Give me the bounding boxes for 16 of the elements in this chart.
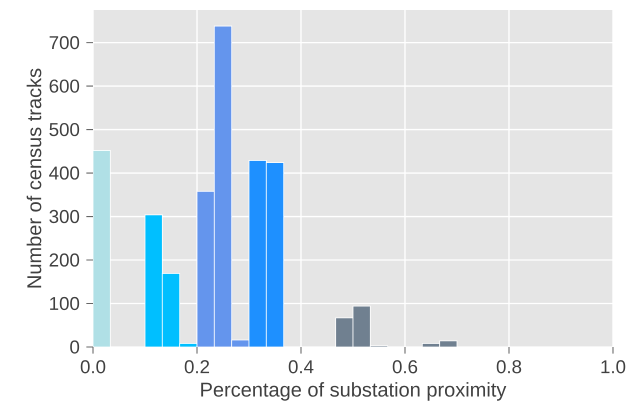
y-tick-label: 100 [50,296,80,310]
x-tick-label: 1.0 [601,360,626,374]
y-tick-label: 500 [49,122,80,136]
y-tick-label: 0 [70,340,80,354]
y-tick-label: 700 [50,36,80,50]
y-axis-title: Number of census tracks [26,68,42,288]
y-tick-label: 400 [49,166,80,180]
y-tick-label: 300 [49,210,80,224]
x-axis-title: Percentage of substation proximity [201,382,506,401]
x-tick-label: 0.2 [184,360,210,374]
y-tick-label: 200 [50,253,80,267]
y-tick-label: 600 [50,79,80,93]
x-tick-label: 0.4 [288,360,314,374]
x-tick-label: 0.6 [392,360,418,374]
x-tick-label: 0.0 [80,360,106,374]
x-tick-label: 0.8 [496,360,522,374]
